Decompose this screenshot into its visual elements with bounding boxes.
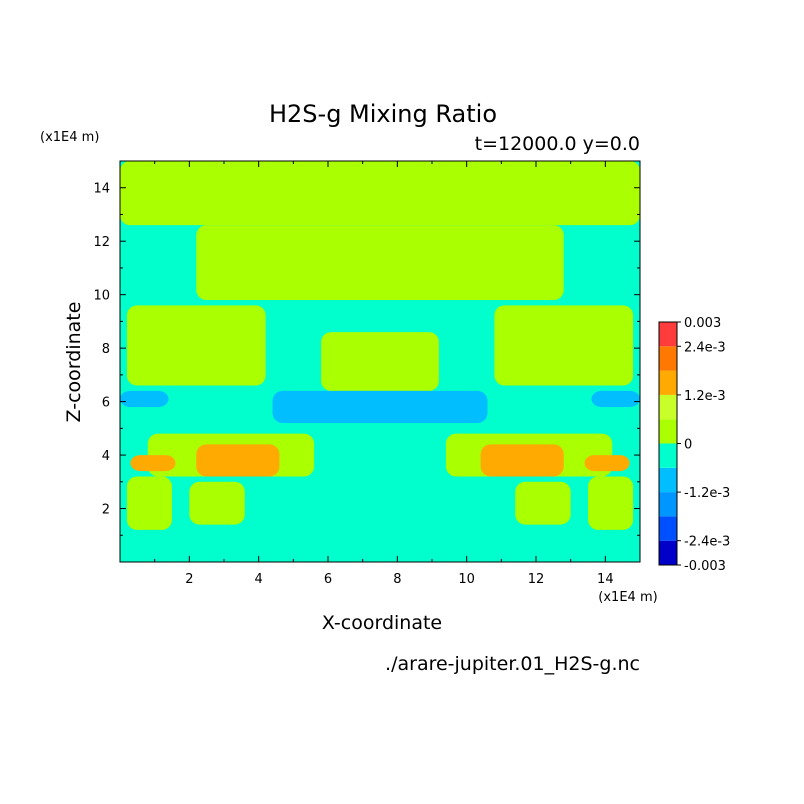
contour-region	[494, 305, 634, 386]
contour-region	[584, 455, 630, 472]
plot-frame	[119, 160, 641, 563]
colorbar-swatch	[659, 443, 677, 468]
colorbar-labels: 0.003 2.4e-3 1.2e-3 0 -1.2e-3 -2.4e-3 -0.003	[677, 316, 730, 574]
y-tick-label: 2	[102, 503, 110, 518]
contour-region	[591, 390, 640, 407]
y-axis: 2 4 6 8 10 12 14	[93, 182, 640, 536]
colorbar-swatch	[659, 516, 677, 541]
contour-region	[120, 390, 169, 407]
y-tick-label: 4	[102, 449, 110, 464]
y-tick-label: 8	[102, 342, 110, 357]
colorbar-tick-label: 0.003	[684, 316, 721, 331]
colorbar-swatch	[659, 394, 677, 420]
colorbar-tick-label: 0	[684, 438, 692, 453]
y-tick-label: 10	[93, 289, 110, 304]
colorbar-tick-label: 1.2e-3	[684, 389, 726, 404]
colorbar-swatch	[659, 467, 677, 493]
contour-region	[126, 305, 266, 386]
chart-title: H2S-g Mixing Ratio	[269, 100, 497, 128]
contour-region	[515, 481, 571, 525]
y-tick-label: 6	[102, 396, 110, 411]
contour-region	[130, 455, 176, 472]
x-tick-label: 12	[528, 572, 545, 587]
colorbar	[658, 321, 678, 566]
x-tick-label: 4	[255, 572, 263, 587]
colorbar-swatch	[659, 370, 677, 395]
colorbar-tick-label: -0.003	[684, 559, 726, 574]
source-file-label: ./arare-jupiter.01_H2S-g.nc	[385, 653, 640, 675]
x-tick-label: 2	[185, 572, 193, 587]
contour-region	[321, 332, 439, 391]
x-tick-label: 14	[597, 572, 614, 587]
contour-region	[189, 481, 245, 525]
colorbar-swatch	[659, 492, 677, 517]
colorbar-swatch	[659, 540, 677, 565]
colorbar-swatch	[659, 322, 677, 347]
contour-region	[588, 476, 634, 530]
y-axis-label: Z-coordinate	[63, 302, 85, 423]
colorbar-tick-label: 2.4e-3	[684, 340, 726, 355]
contour-region	[272, 390, 488, 423]
colorbar-tick-label: -1.2e-3	[684, 486, 730, 501]
contour-region	[196, 225, 564, 301]
x-axis-label: X-coordinate	[322, 612, 442, 634]
colorbar-tick-label: -2.4e-3	[684, 535, 730, 550]
x-tick-label: 6	[324, 572, 332, 587]
y-unit-label: (x1E4 m)	[40, 130, 99, 145]
colorbar-swatch	[659, 346, 677, 371]
x-tick-label: 10	[458, 572, 475, 587]
contour-region	[196, 444, 280, 477]
chart-subtitle: t=12000.0 y=0.0	[475, 133, 640, 155]
contour-region	[120, 161, 640, 226]
x-tick-label: 8	[393, 572, 401, 587]
contour-region	[126, 476, 172, 530]
x-axis: 2 4 6 8 10 12 14	[154, 161, 614, 587]
colorbar-swatch	[659, 419, 677, 444]
y-tick-label: 12	[93, 235, 110, 250]
contour-region	[480, 444, 564, 477]
x-unit-label: (x1E4 m)	[598, 590, 657, 605]
y-tick-label: 14	[93, 182, 110, 197]
contour-field	[120, 161, 640, 562]
